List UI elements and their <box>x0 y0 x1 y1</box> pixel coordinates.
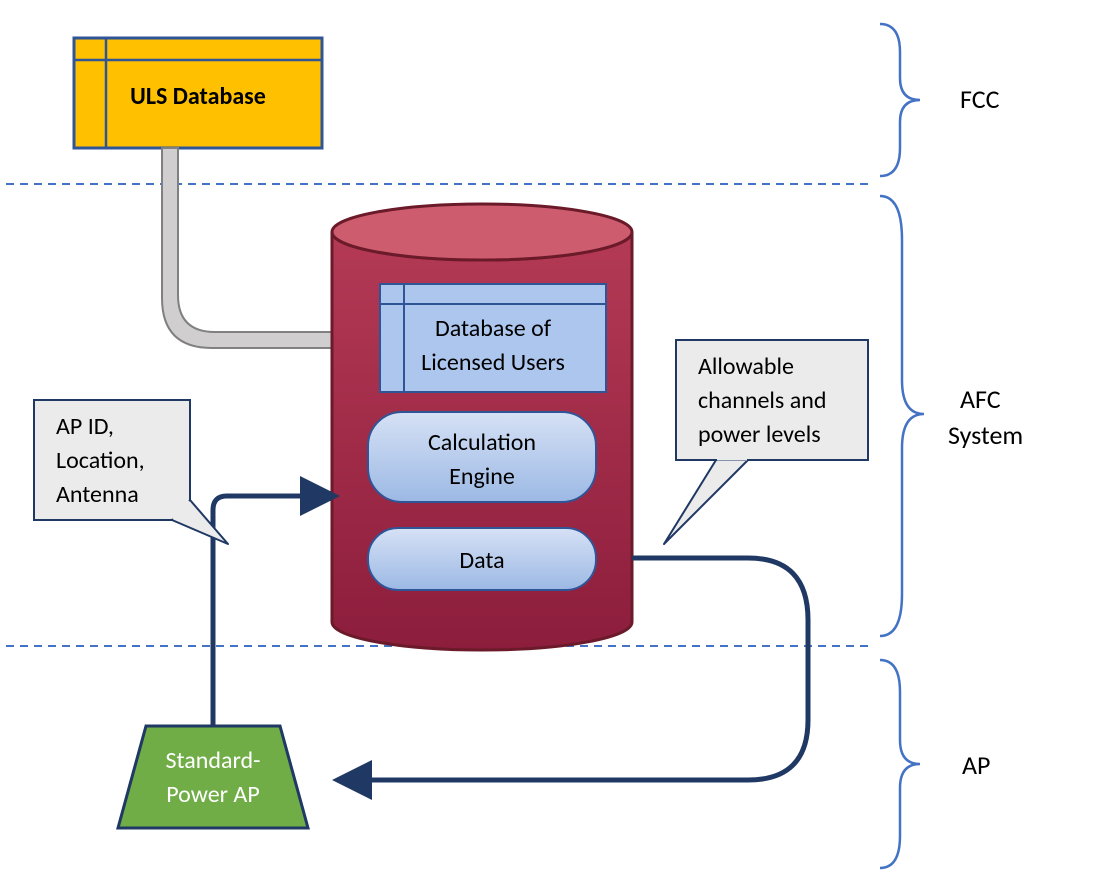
db-licensed-line2: Licensed Users <box>421 348 565 377</box>
section-label-afc-1: AFC <box>960 383 1001 415</box>
section-label-fcc: FCC <box>960 83 1000 115</box>
brace-ap <box>880 660 920 868</box>
sp-ap-line1: Standard- <box>166 746 261 775</box>
callout-ap-info-line1: AP ID, <box>56 412 114 441</box>
brace-fcc <box>880 24 920 176</box>
calc-engine-line1: Calculation <box>428 428 536 457</box>
callout-ap-info-line2: Location, <box>56 446 145 475</box>
standard-power-ap-node: Standard- Power AP <box>118 726 308 828</box>
brace-afc <box>880 196 924 636</box>
uls-database-node: ULS Database <box>74 38 322 148</box>
afc-diagram: FCC AFC System AP ULS Database Database … <box>0 0 1104 886</box>
callout-ap-info-line3: Antenna <box>56 480 139 509</box>
callout-ap-info: AP ID, Location, Antenna <box>34 400 228 544</box>
callout-allowable-line2: channels and <box>698 386 826 415</box>
uls-database-label: ULS Database <box>130 82 266 111</box>
arrow-ap-to-afc <box>213 496 332 726</box>
section-label-ap: AP <box>962 749 990 781</box>
data-node: Data <box>368 528 596 590</box>
calc-engine-line2: Engine <box>449 462 515 491</box>
callout-allowable-line3: power levels <box>698 420 821 449</box>
sp-ap-line2: Power AP <box>166 780 259 809</box>
calc-engine-node: Calculation Engine <box>368 412 596 502</box>
db-licensed-users-node: Database of Licensed Users <box>380 284 606 392</box>
section-label-afc-2: System <box>948 419 1023 451</box>
callout-allowable: Allowable channels and power levels <box>664 340 868 544</box>
callout-allowable-line1: Allowable <box>698 352 794 381</box>
db-licensed-line1: Database of <box>435 314 552 343</box>
data-label: Data <box>459 546 504 575</box>
